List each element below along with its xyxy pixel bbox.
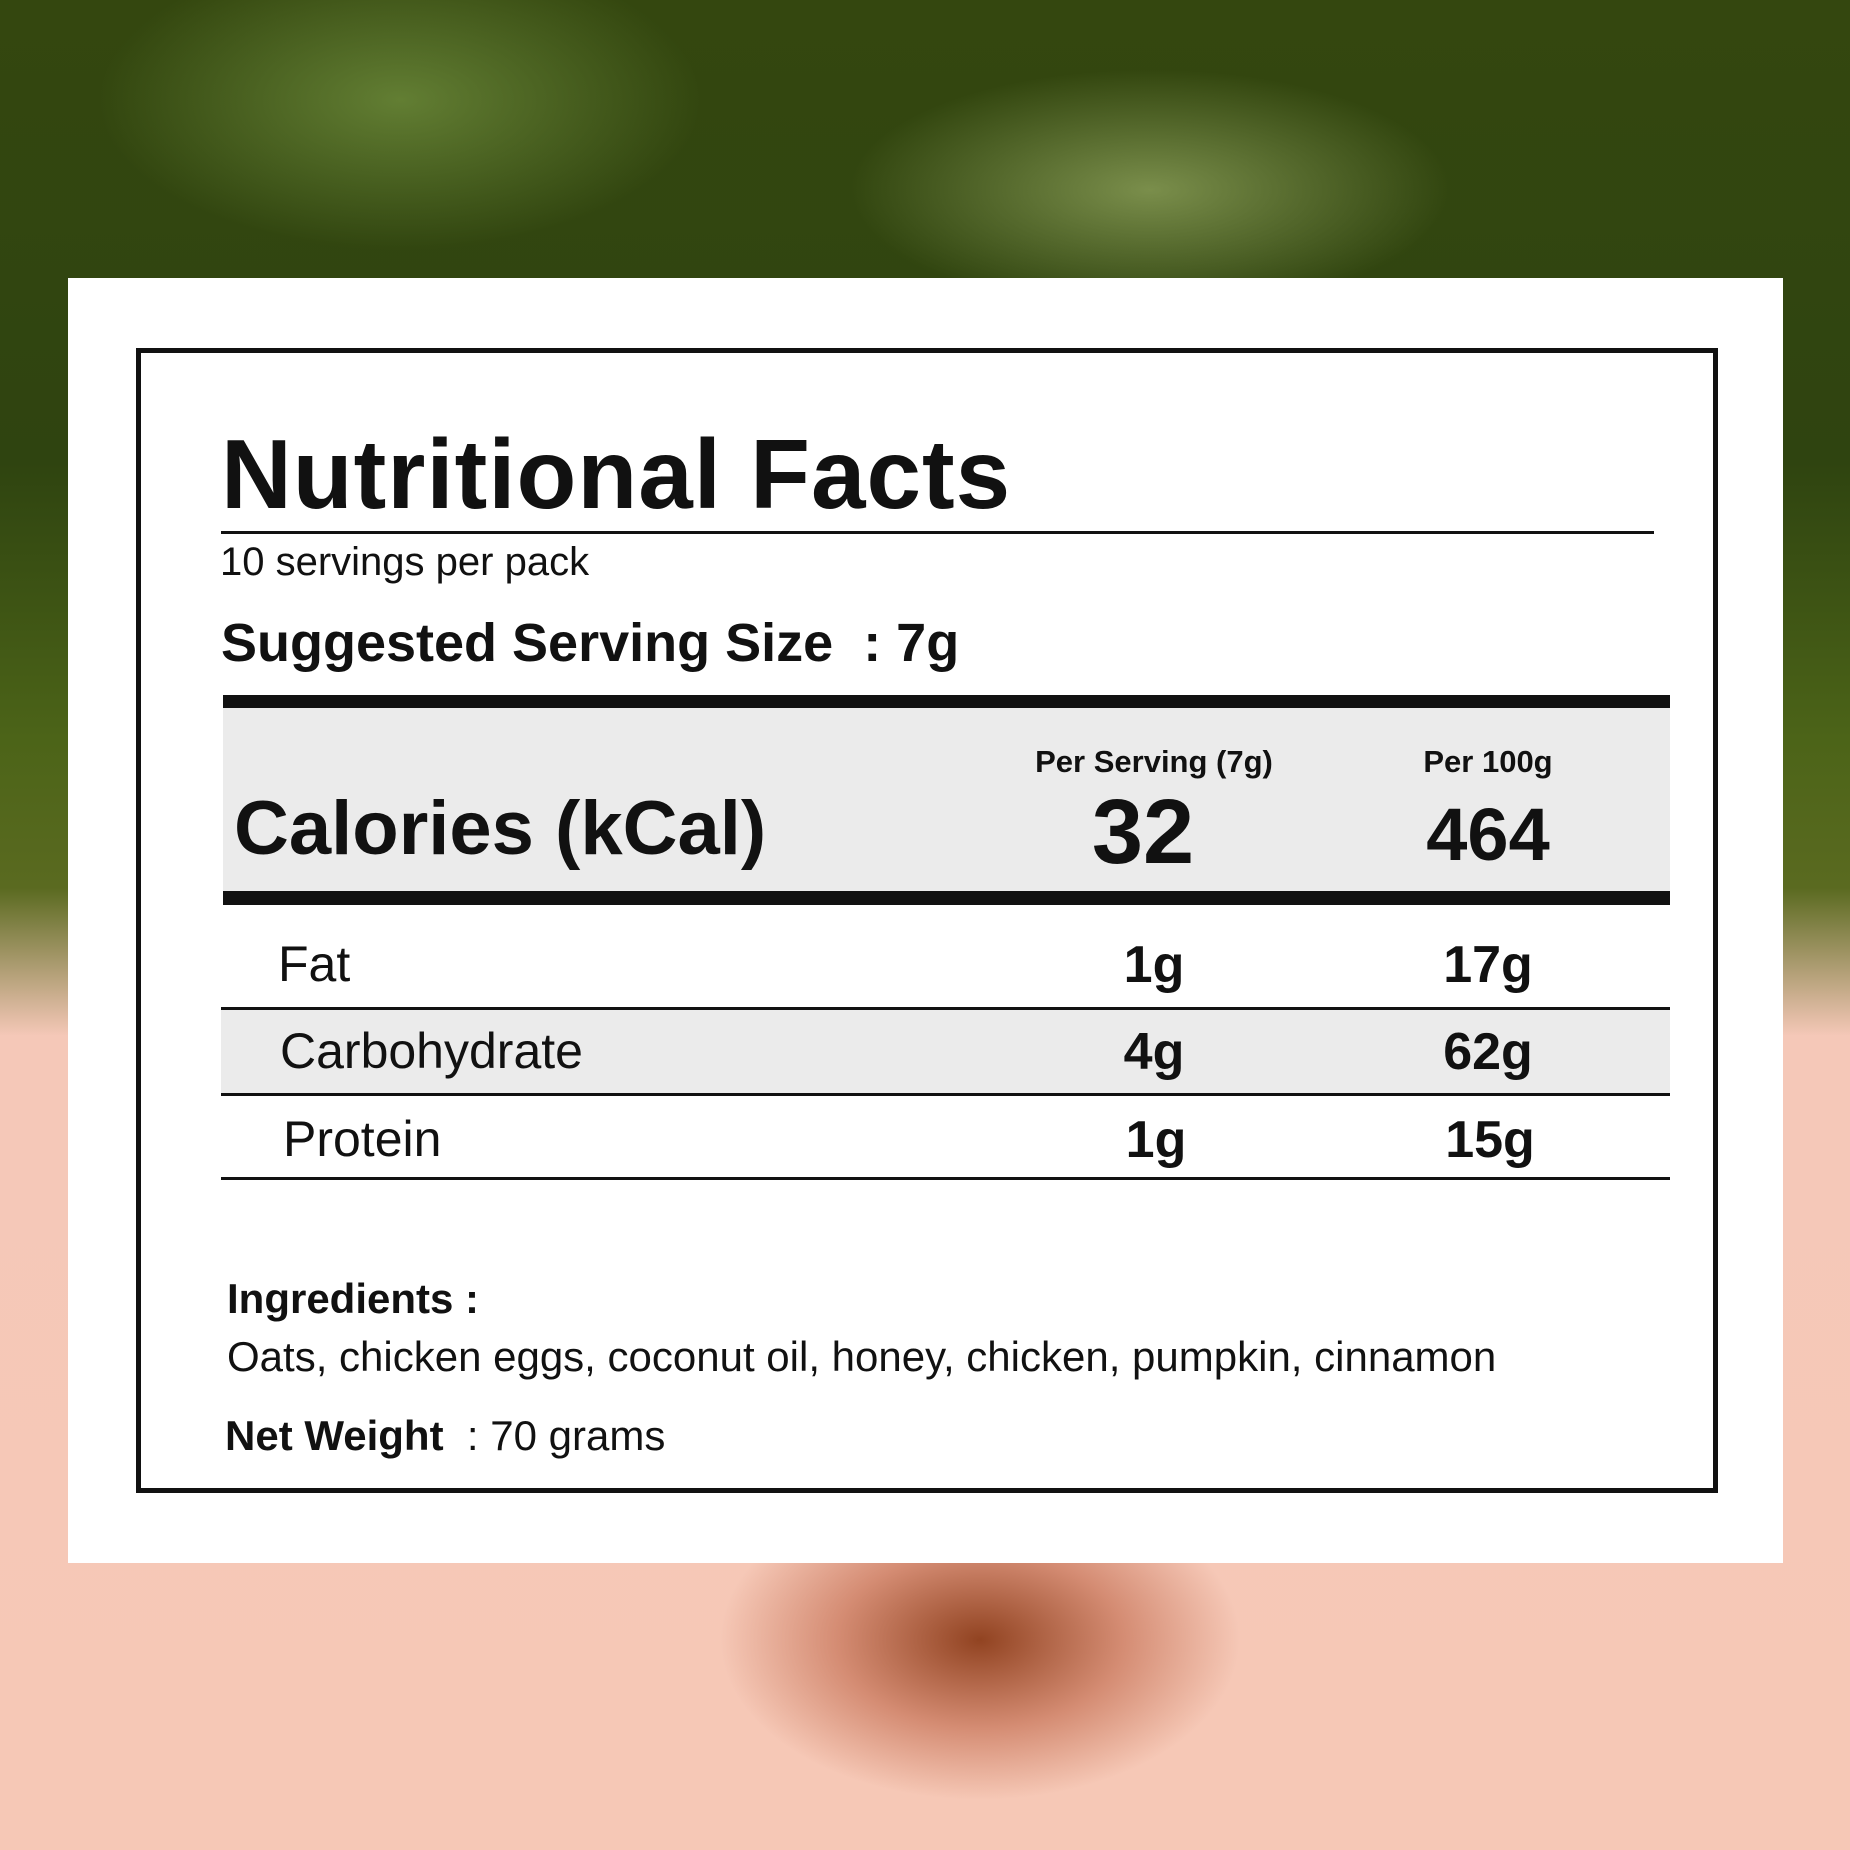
fat-per-serving: 1g (1123, 936, 1185, 994)
ingredients-label: Ingredients : (227, 1275, 480, 1322)
carbohydrate-per-serving: 4g (1123, 1023, 1185, 1081)
net-weight-label: Net Weight (225, 1412, 444, 1459)
carbohydrate-per-100g: 62g (1443, 1023, 1533, 1081)
page-title: Nutritional Facts (221, 419, 1012, 529)
per-100g-header: Per 100g (1423, 744, 1553, 779)
nutrition-facts-box (136, 348, 1718, 1493)
thick-divider-top (223, 695, 1670, 708)
carbohydrate-row-shade (221, 1010, 1670, 1093)
serving-size-label: Suggested Serving Size (221, 613, 834, 673)
row-divider (221, 1177, 1670, 1180)
net-weight-value: : 70 grams (466, 1412, 666, 1459)
thick-divider-bottom (223, 891, 1670, 905)
protein-per-100g: 15g (1445, 1111, 1535, 1169)
calories-per-100g: 464 (1426, 793, 1550, 876)
nutrient-name-protein: Protein (283, 1111, 442, 1167)
nutrient-name-fat: Fat (278, 936, 351, 992)
net-weight: Net Weight : 70 grams (225, 1412, 665, 1460)
calories-per-serving: 32 (1091, 781, 1195, 883)
servings-per-pack: 10 servings per pack (220, 540, 590, 584)
calories-label: Calories (kCal) (234, 786, 767, 871)
protein-per-serving: 1g (1125, 1111, 1187, 1169)
fat-per-100g: 17g (1443, 936, 1533, 994)
row-divider (221, 1007, 1670, 1010)
row-divider (221, 1093, 1670, 1096)
label-card (68, 278, 1783, 1563)
nutrient-name-carbohydrate: Carbohydrate (280, 1023, 583, 1079)
calories-section (223, 708, 1670, 891)
ingredients-text: Oats, chicken eggs, coconut oil, honey, … (227, 1333, 1497, 1380)
per-serving-header: Per Serving (7g) (1035, 744, 1273, 779)
serving-size-value: : 7g (863, 613, 960, 673)
serving-size: Suggested Serving Size : 7g (221, 612, 959, 674)
title-divider (221, 531, 1654, 534)
